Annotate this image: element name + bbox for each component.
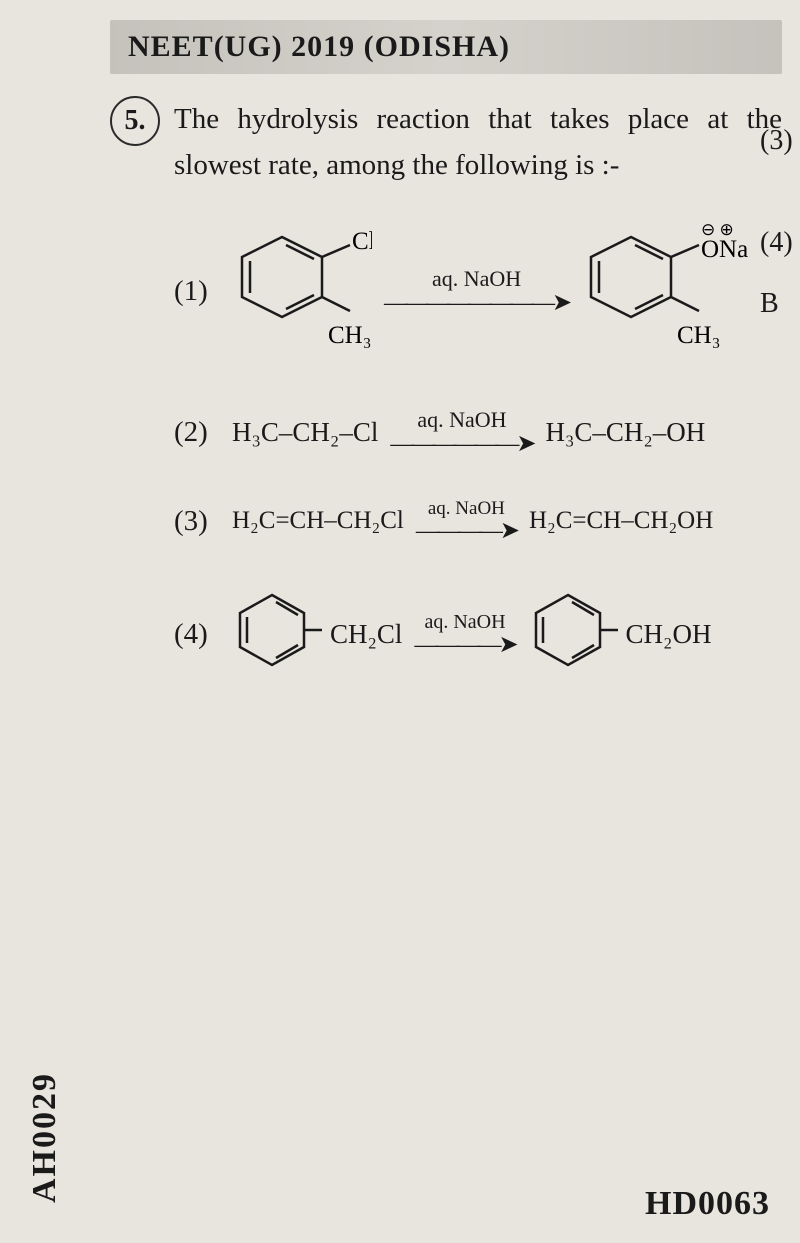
option-2: (2) H₃C–CH₂–Cl aq. NaOH ——————➤ H₃C–CH₂–…	[174, 407, 782, 458]
arrow-icon: ——————➤	[390, 429, 533, 458]
arrow-icon: ————➤	[414, 630, 515, 659]
reaction-arrow: aq. NaOH ——————➤	[390, 407, 533, 458]
option-number: (2)	[174, 416, 220, 449]
option-3: (3) H₂C=CH–CH₂Cl aq. NaOH ————➤ H₂C=CH–C…	[174, 498, 782, 545]
reaction-arrow: aq. NaOH ————————➤	[384, 266, 569, 317]
fragment-3: (3)	[760, 110, 800, 172]
question-row: 5. The hydrolysis reaction that takes pl…	[110, 96, 782, 189]
exam-header: NEET(UG) 2019 (ODISHA)	[110, 20, 782, 74]
product-substituent: CH₂OH	[626, 619, 712, 650]
product-structure: ⊖ ⊕ ONa CH₃	[581, 217, 751, 367]
reactant-substituent: CH₂Cl	[330, 619, 402, 650]
svg-text:ONa: ONa	[701, 236, 748, 263]
reactant-structure: Cl CH₃	[232, 217, 372, 367]
question-number: 5.	[110, 96, 160, 146]
right-edge-fragments: (3) (4) B	[760, 110, 800, 335]
option-number: (4)	[174, 618, 220, 651]
content-area: NEET(UG) 2019 (ODISHA) 5. The hydrolysis…	[110, 0, 800, 685]
page: AH0029 NEET(UG) 2019 (ODISHA) 5. The hyd…	[0, 0, 800, 1243]
reaction-arrow: aq. NaOH ————➤	[416, 498, 517, 545]
product-formula: H₃C–CH₂–OH	[545, 417, 705, 448]
product-formula: H₂C=CH–CH₂OH	[529, 507, 713, 535]
reaction-2: H₃C–CH₂–Cl aq. NaOH ——————➤ H₃C–CH₂–OH	[232, 407, 705, 458]
svg-text:CH₃: CH₃	[677, 322, 720, 349]
svg-text:Cl: Cl	[352, 228, 372, 255]
reactant-formula: H₂C=CH–CH₂Cl	[232, 507, 404, 535]
reaction-arrow: aq. NaOH ————➤	[414, 611, 515, 659]
fragment-4: (4) B	[760, 212, 800, 335]
reaction-4: CH₂Cl aq. NaOH ————➤	[232, 585, 711, 685]
arrow-icon: ————➤	[416, 516, 517, 545]
reaction-1: Cl CH₃ aq. NaOH ————————➤	[232, 217, 751, 367]
option-number: (3)	[174, 505, 220, 538]
options-list: (1) Cl CH₃	[174, 217, 782, 685]
left-margin-code: AH0029	[0, 0, 90, 1243]
reactant-formula: H₃C–CH₂–Cl	[232, 417, 378, 448]
question-text: The hydrolysis reaction that takes place…	[174, 96, 782, 189]
product-structure	[528, 585, 618, 685]
option-number: (1)	[174, 275, 220, 308]
reactant-structure	[232, 585, 322, 685]
reaction-3: H₂C=CH–CH₂Cl aq. NaOH ————➤ H₂C=CH–CH₂OH	[232, 498, 713, 545]
bottom-right-code: HD0063	[645, 1185, 770, 1223]
option-4: (4) CH₂Cl aq. NaOH ————	[174, 585, 782, 685]
svg-text:CH₃: CH₃	[328, 322, 371, 349]
option-1: (1) Cl CH₃	[174, 217, 782, 367]
arrow-icon: ————————➤	[384, 288, 569, 317]
